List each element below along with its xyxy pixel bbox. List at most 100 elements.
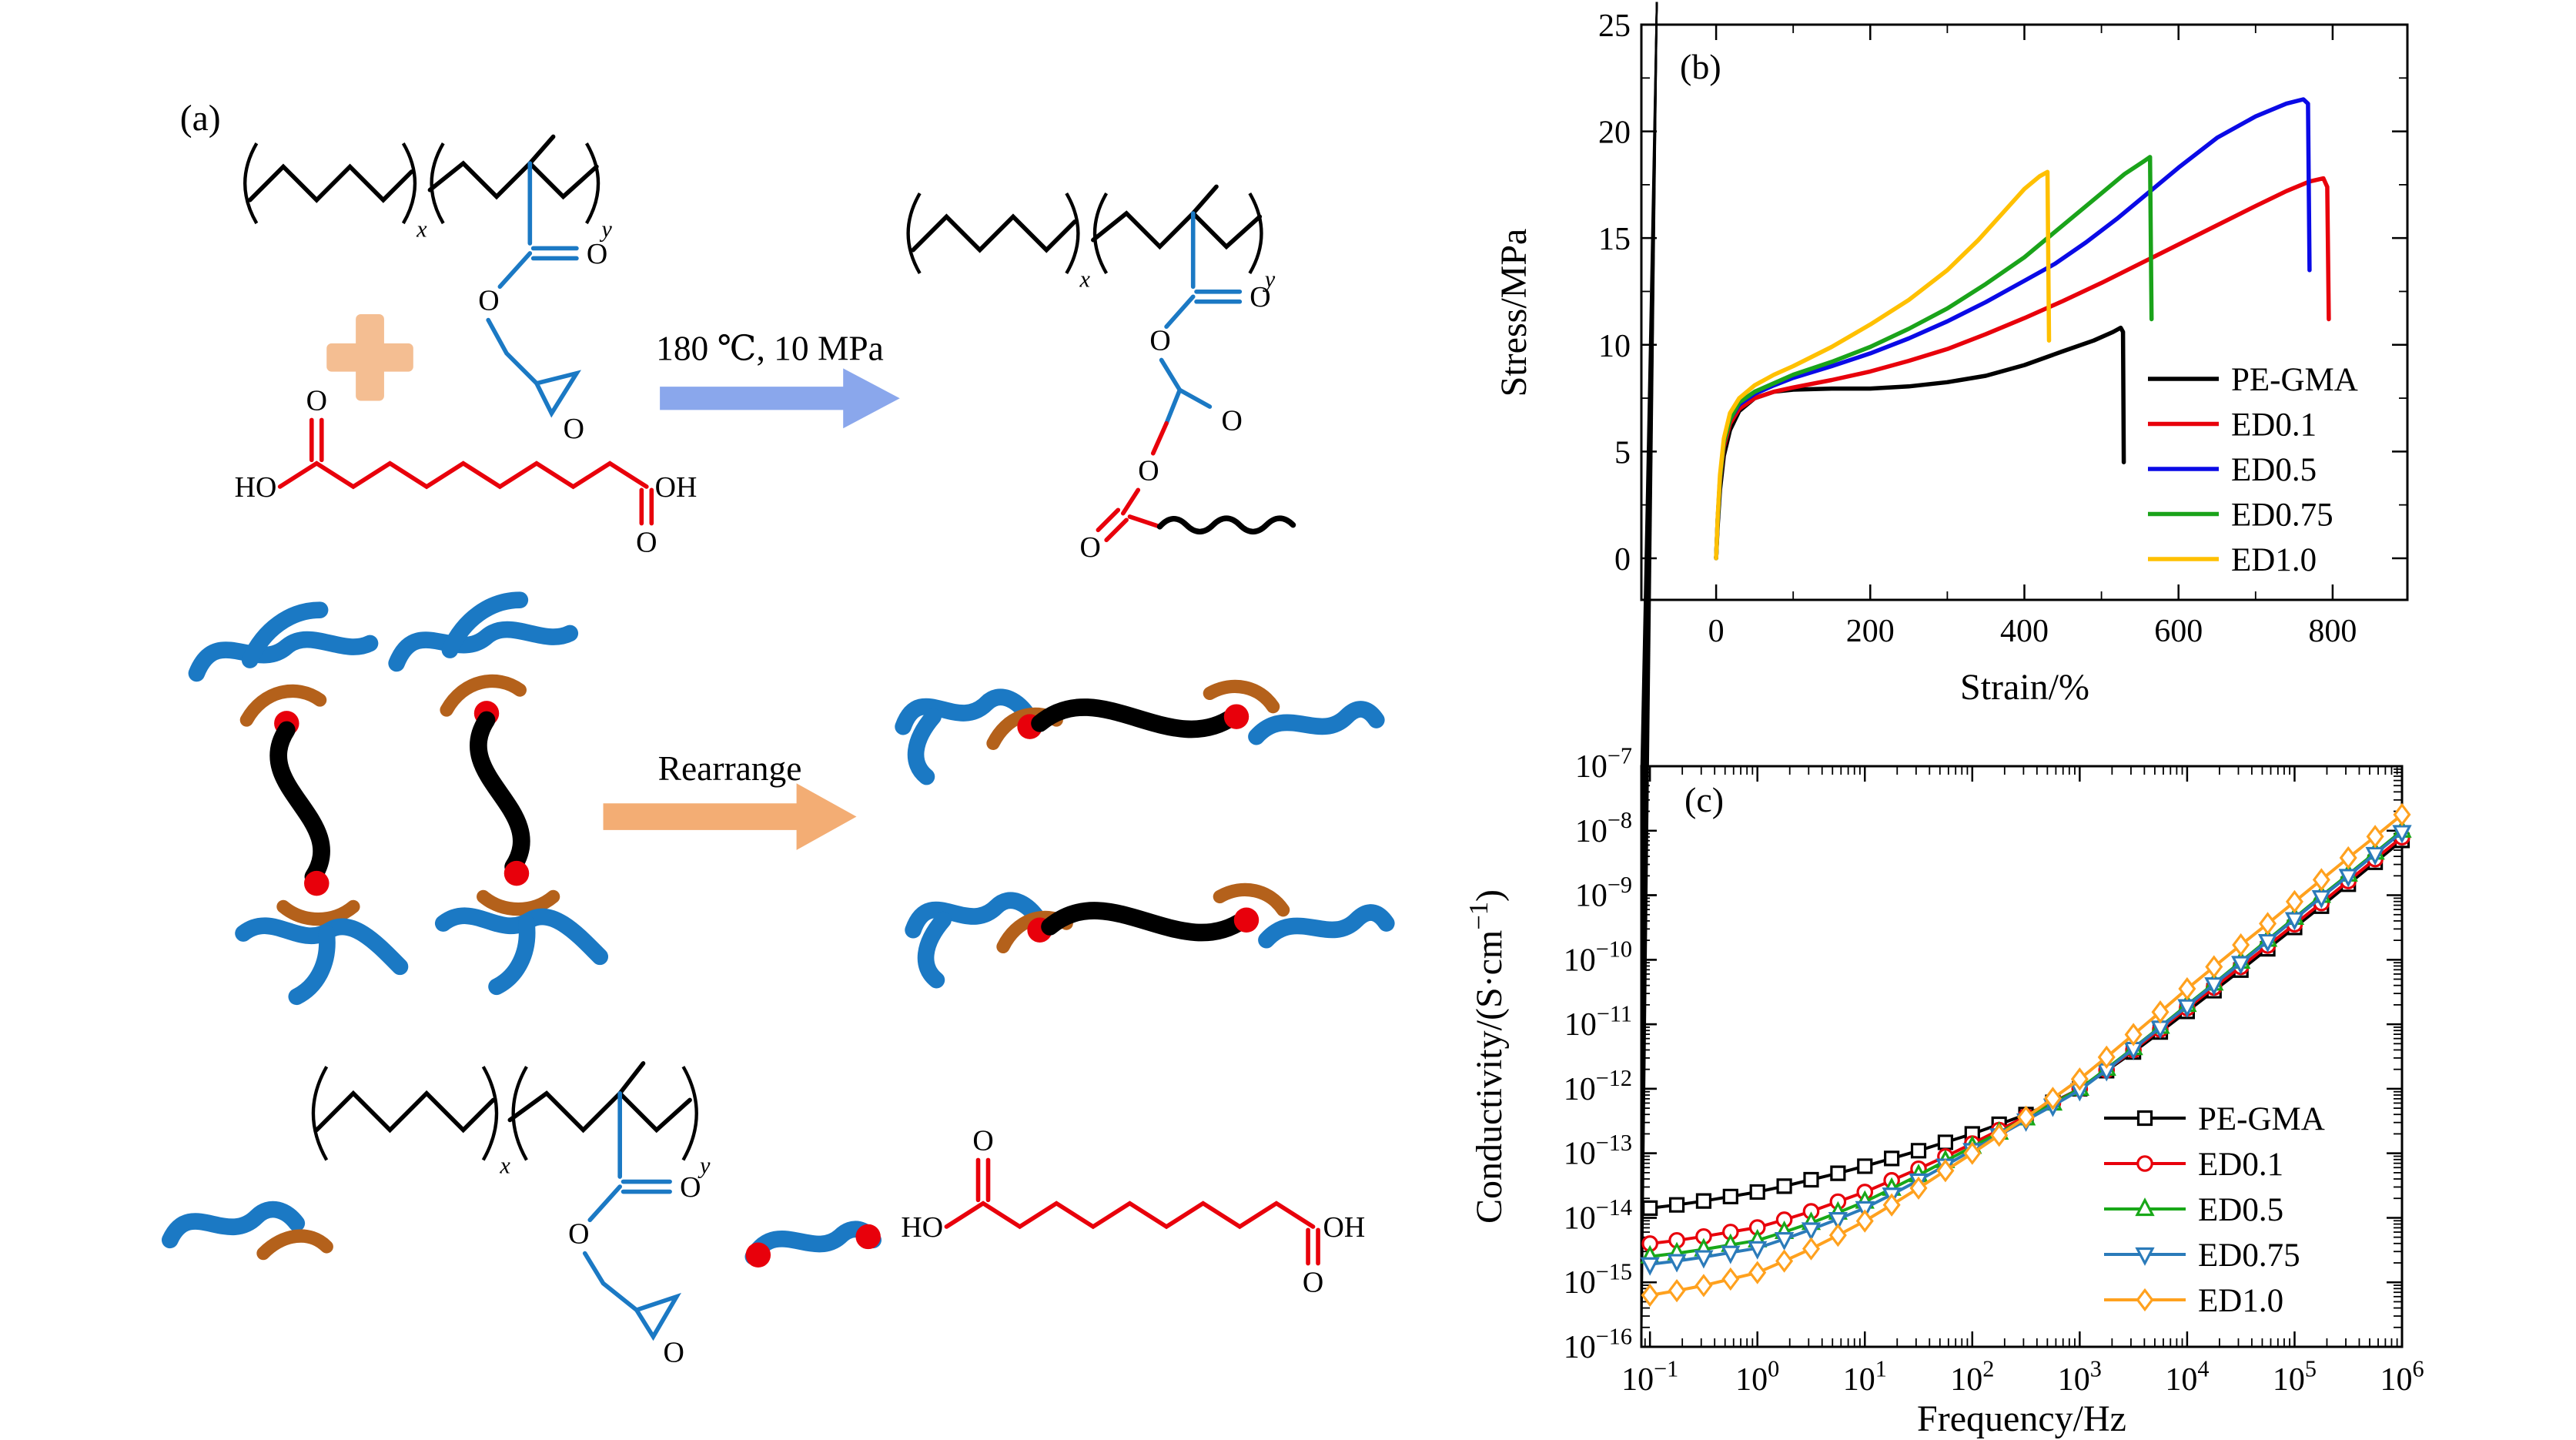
subscript-y: y (1263, 266, 1276, 292)
atom-ho: HO (901, 1211, 943, 1244)
atom-o: O (972, 1124, 993, 1157)
y-tick-label: 10−8 (1575, 807, 1632, 849)
legend-label-PE-GMA: PE-GMA (2231, 362, 2358, 398)
x-tick-label: 600 (2154, 614, 2203, 649)
atom-o: O (1222, 404, 1243, 437)
y-tick-label: 10−7 (1575, 742, 1632, 785)
marker-square (1884, 1150, 1900, 1167)
reaction-condition: 180 ℃, 10 MPa (656, 329, 884, 368)
reaction-arrow (660, 368, 900, 429)
marker-diamond (1721, 1267, 1740, 1291)
atom-o: O (306, 384, 327, 417)
marker-square (1937, 1134, 1954, 1150)
x-tick-label: 100 (1735, 1355, 1779, 1398)
marker-square (1803, 1171, 1819, 1188)
atom-o: O (663, 1336, 684, 1368)
legend-label-ED0.75: ED0.75 (2231, 497, 2333, 534)
crosslink-unit-vertical (188, 601, 409, 1006)
marker-diamond (2043, 1087, 2062, 1110)
rearrange-arrow (603, 783, 857, 850)
y-tick-label: 10−14 (1564, 1194, 1632, 1237)
y-tick-label: 15 (1598, 222, 1631, 257)
atom-o: O (587, 238, 607, 270)
marker-triangle-down (1694, 1250, 1714, 1269)
y-tick-label: 10−13 (1564, 1130, 1632, 1172)
marker-diamond (1694, 1274, 1713, 1298)
marker-square (1695, 1193, 1712, 1209)
marker-diamond (2017, 1105, 2036, 1129)
marker-diamond (2259, 912, 2277, 936)
legend-label-PE-GMA: PE-GMA (2198, 1101, 2325, 1137)
atom-o: O (568, 1218, 589, 1251)
x-tick-label: 103 (2058, 1355, 2102, 1398)
y-axis-label: Stress/MPa (1494, 229, 1534, 397)
marker-diamond (1828, 1223, 1847, 1247)
x-tick-label: 102 (1950, 1355, 1994, 1398)
plot-frame (1640, 23, 2409, 601)
legend-label-ED0.5: ED0.5 (2198, 1192, 2283, 1228)
marker-diamond (2097, 1045, 2116, 1069)
atom-o: O (1149, 325, 1170, 357)
marker-diamond (1963, 1141, 1982, 1165)
x-tick-label: 104 (2165, 1355, 2209, 1398)
atom-o: O (1080, 531, 1101, 564)
marker-square (1749, 1184, 1765, 1201)
legend-label-ED0.1: ED0.1 (2231, 407, 2317, 444)
marker-triangle-down (1774, 1231, 1795, 1251)
marker-square (2136, 1110, 2153, 1127)
diacid-bridge-chain (744, 1221, 882, 1268)
marker-triangle-down (1828, 1212, 1848, 1231)
marker-diamond (1775, 1249, 1794, 1273)
subscript-x: x (499, 1153, 510, 1179)
scheme-panel-a: (a) x y O O O HO (161, 99, 1500, 1368)
marker-square (1722, 1188, 1738, 1204)
marker-square (1830, 1165, 1846, 1181)
y-tick-label: 10 (1598, 329, 1631, 364)
series-line-ED1.0 (1714, 169, 2052, 561)
plot-frame (1640, 765, 2404, 1348)
marker-square (1668, 1197, 1685, 1213)
pe-gma-structure-top: x y O O O (243, 134, 612, 445)
marker-diamond (2070, 1067, 2089, 1091)
marker-diamond (2151, 1000, 2170, 1024)
diacid-structure-bottom: HO O O OH (901, 1124, 1365, 1298)
x-tick-label: 10−1 (1621, 1355, 1678, 1398)
crosslink-unit-horizontal (895, 679, 1385, 785)
marker-diamond (1882, 1193, 1901, 1217)
marker-diamond (2393, 802, 2411, 826)
marker-diamond (1855, 1209, 1874, 1233)
marker-triangle-down (1748, 1241, 1768, 1260)
y-tick-label: 0 (1614, 542, 1631, 578)
y-tick-label: 25 (1598, 8, 1631, 44)
x-tick-label: 800 (2308, 614, 2357, 649)
marker-square (1857, 1158, 1873, 1174)
y-tick-label: 10−9 (1575, 872, 1632, 914)
atom-o: O (636, 526, 657, 558)
y-tick-label: 5 (1614, 435, 1631, 471)
marker-triangle-down (1667, 1254, 1687, 1273)
marker-square (1642, 1200, 1658, 1216)
marker-diamond (1802, 1237, 1820, 1261)
atom-o: O (564, 413, 584, 445)
marker-diamond (2366, 825, 2384, 849)
y-tick-label: 10−11 (1564, 1000, 1632, 1043)
pe-gma-structure-bottom: x y O O O (311, 1061, 711, 1368)
marker-diamond (1668, 1278, 1686, 1303)
atom-o: O (1250, 281, 1270, 313)
x-tick-label: 106 (2380, 1355, 2424, 1398)
y-tick-label: 10−12 (1564, 1065, 1632, 1107)
subscript-y: y (599, 216, 612, 242)
marker-diamond (1641, 1283, 1659, 1308)
marker-diamond (2339, 846, 2357, 870)
panel-label: (b) (1680, 47, 1721, 86)
chart-conductivity: 10−1 100 101 102 103 104 105 10610−710−810−910−… (1464, 2, 2424, 1439)
subscript-x: x (1079, 266, 1091, 292)
rearrange-label: Rearrange (658, 748, 802, 788)
marker-diamond (1936, 1159, 1955, 1183)
x-axis-label: Frequency/Hz (1917, 1398, 2126, 1439)
marker-diamond (2124, 1023, 2143, 1047)
y-tick-label: 10−15 (1564, 1259, 1632, 1301)
panel-a-label: (a) (180, 99, 221, 139)
